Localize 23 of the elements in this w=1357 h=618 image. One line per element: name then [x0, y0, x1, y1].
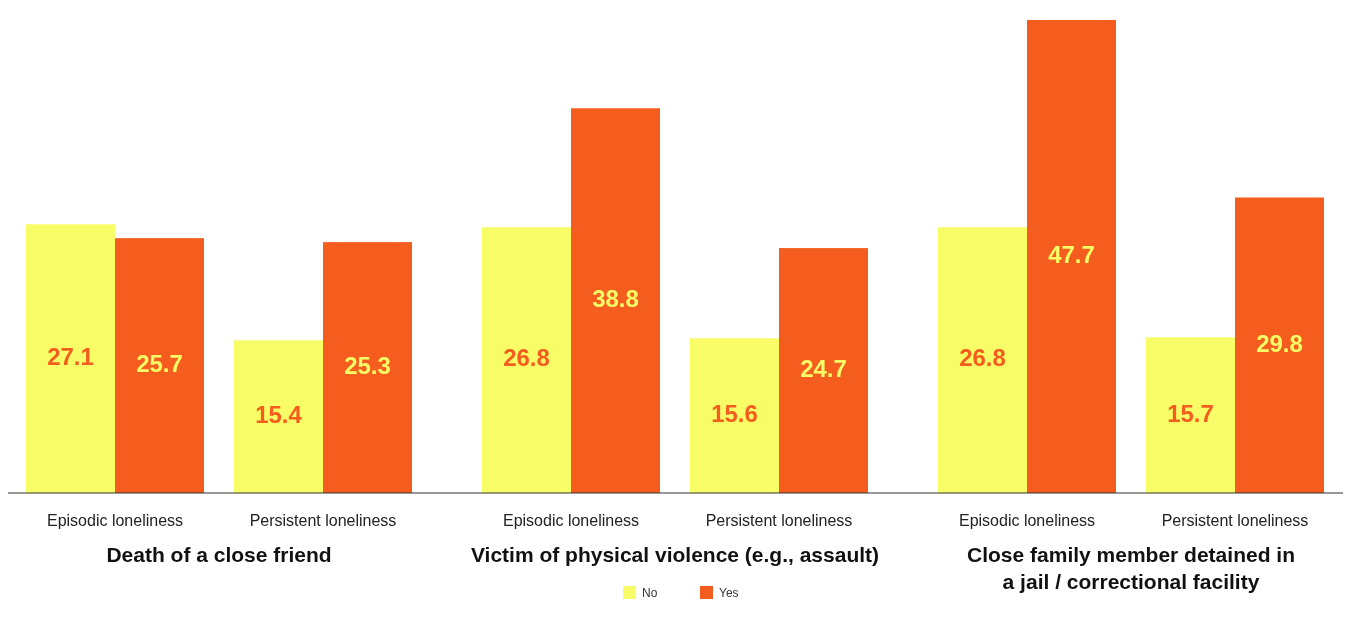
data-label: 25.7: [136, 349, 183, 377]
x-tick-label: Episodic loneliness: [958, 512, 1096, 529]
legend-label: Yes: [719, 586, 739, 600]
data-label: 25.3: [344, 351, 391, 379]
x-tick-label: Persistent loneliness: [705, 512, 853, 529]
x-tick-label: Episodic loneliness: [502, 512, 640, 529]
data-label: 26.8: [959, 344, 1006, 372]
text: Victim of physical violence (e.g., assault): [470, 543, 880, 566]
data-label: 24.7: [800, 354, 847, 382]
legend-label: No: [642, 586, 658, 600]
x-tick-label: Episodic loneliness: [46, 512, 184, 529]
data-label: 27.1: [47, 342, 94, 370]
data-label: 26.8: [503, 344, 550, 372]
text: Death of a close friend: [106, 543, 332, 566]
data-label: 15.6: [711, 400, 758, 427]
x-tick-label: Persistent loneliness: [1161, 512, 1309, 529]
x-tick-label: Persistent loneliness: [249, 512, 397, 529]
text: Close family member detained in a jail / correctional facility: [967, 543, 1295, 593]
data-label: 15.7: [1167, 399, 1214, 427]
data-label: 15.4: [255, 400, 303, 428]
data-label: 38.8: [592, 284, 639, 312]
data-label: 29.8: [1256, 329, 1303, 357]
data-label: 47.7: [1048, 240, 1095, 268]
